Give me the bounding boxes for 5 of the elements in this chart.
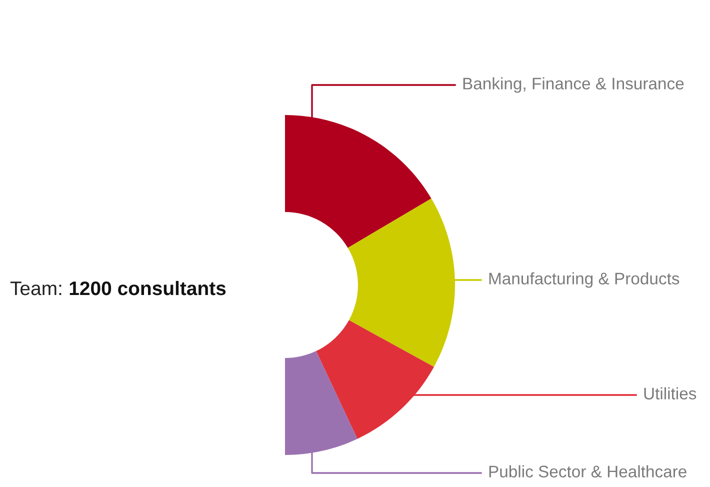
slice-label: Public Sector & Healthcare [489, 465, 686, 478]
slice-label: Banking, Finance & Insurance [463, 77, 684, 93]
text: Team: 1200 consultants [10, 280, 226, 296]
slice-label: Utilities [644, 387, 696, 400]
slice-label: Manufacturing & Products [489, 272, 680, 288]
